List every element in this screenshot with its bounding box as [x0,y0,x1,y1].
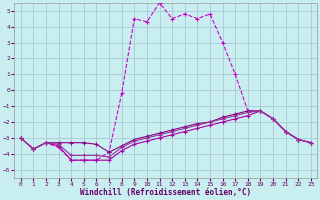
X-axis label: Windchill (Refroidissement éolien,°C): Windchill (Refroidissement éolien,°C) [80,188,252,197]
